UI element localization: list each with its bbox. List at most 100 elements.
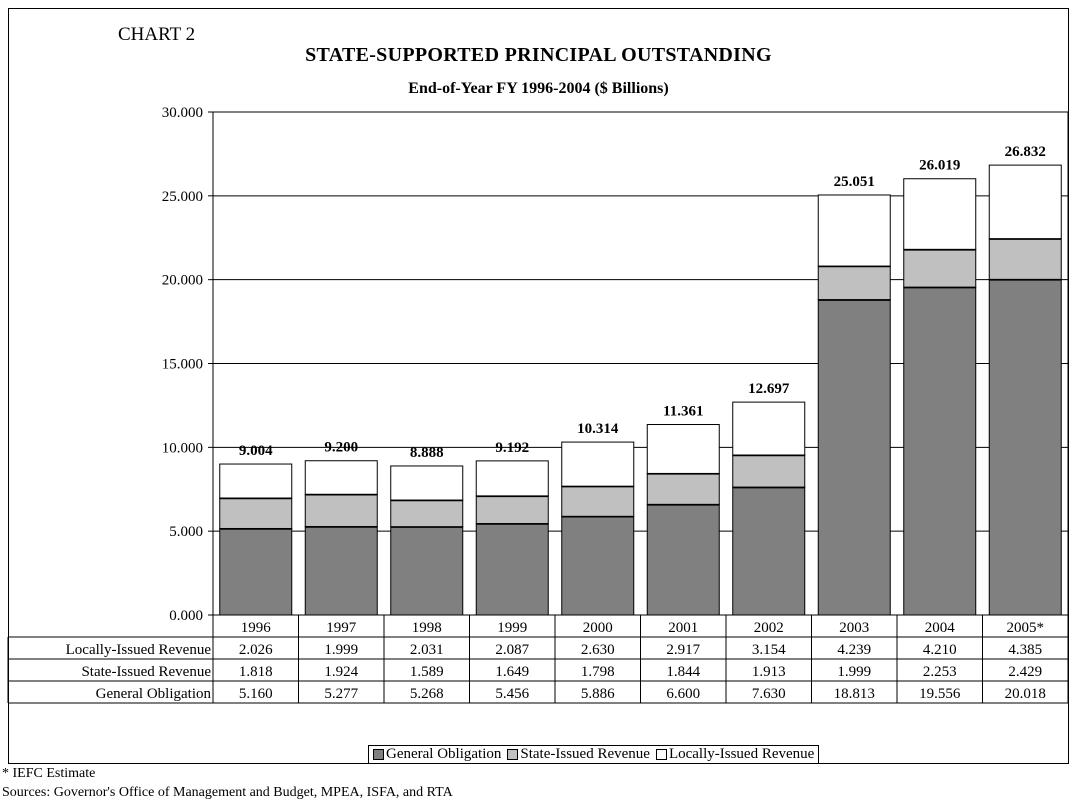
x-tick-label: 2001 bbox=[668, 620, 698, 636]
table-cell-value: 1.844 bbox=[666, 664, 700, 680]
legend-label-state-issued-revenue: State-Issued Revenue bbox=[520, 746, 650, 762]
bar-total-label: 9.004 bbox=[239, 443, 273, 459]
bar-segment-locally-issued-revenue bbox=[304, 460, 378, 495]
table-cell-value: 5.456 bbox=[495, 686, 529, 702]
bar-segment-locally-issued-revenue bbox=[646, 424, 720, 474]
chart-legend: General Obligation State-Issued Revenue … bbox=[368, 745, 820, 764]
table-cell-value: 5.886 bbox=[581, 686, 615, 702]
bar-segment-general-obligation bbox=[219, 527, 293, 616]
x-tick-label: 1998 bbox=[412, 620, 442, 636]
bar-segment-locally-issued-revenue bbox=[732, 401, 806, 456]
legend-item-state-issued-revenue: State-Issued Revenue bbox=[507, 746, 650, 763]
table-cell-value: 1.999 bbox=[837, 664, 871, 680]
bar-segment-general-obligation bbox=[732, 486, 806, 616]
table-cell-value: 1.589 bbox=[410, 664, 444, 680]
legend-item-locally-issued-revenue: Locally-Issued Revenue bbox=[655, 746, 815, 763]
bar-segment-locally-issued-revenue bbox=[988, 164, 1062, 240]
table-cell-value: 5.268 bbox=[410, 686, 444, 702]
bar-segment-state-issued-revenue bbox=[561, 485, 635, 517]
bar-segment-general-obligation bbox=[903, 286, 977, 616]
bar-segment-state-issued-revenue bbox=[988, 238, 1062, 280]
chart-title: STATE-SUPPORTED PRINCIPAL OUTSTANDING bbox=[305, 44, 772, 66]
bar-segment-general-obligation bbox=[817, 299, 891, 616]
table-cell-value: 18.813 bbox=[834, 686, 875, 702]
bar-total-label: 10.314 bbox=[577, 421, 619, 437]
legend-label-locally-issued-revenue: Locally-Issued Revenue bbox=[668, 746, 815, 762]
bar-segment-locally-issued-revenue bbox=[817, 194, 891, 267]
chart-label: CHART 2 bbox=[118, 24, 196, 45]
table-cell-value: 1.798 bbox=[581, 664, 615, 680]
y-tick-label: 15.000 bbox=[162, 357, 203, 373]
x-tick-label: 2004 bbox=[925, 620, 956, 636]
bar-total-label: 12.697 bbox=[748, 381, 790, 397]
legend-swatch-locally-issued-revenue bbox=[655, 749, 667, 760]
bar-segment-locally-issued-revenue bbox=[903, 178, 977, 250]
bar-segment-general-obligation bbox=[561, 515, 635, 616]
x-tick-label: 2005* bbox=[1007, 620, 1045, 636]
table-cell-value: 2.630 bbox=[581, 642, 615, 658]
bar-total-label: 26.019 bbox=[919, 158, 960, 174]
table-cell-value: 2.087 bbox=[495, 642, 529, 658]
legend-swatch-state-issued-revenue bbox=[507, 749, 519, 760]
table-cell-value: 3.154 bbox=[752, 642, 786, 658]
table-cell-value: 2.429 bbox=[1008, 664, 1042, 680]
bar-segment-state-issued-revenue bbox=[475, 495, 549, 525]
bar-segment-locally-issued-revenue bbox=[475, 460, 549, 497]
bar-segment-state-issued-revenue bbox=[817, 265, 891, 301]
x-tick-label: 1997 bbox=[326, 620, 357, 636]
sources-note: Sources: Governor's Office of Management… bbox=[2, 785, 453, 800]
bar-segment-general-obligation bbox=[390, 526, 464, 616]
y-tick-label: 5.000 bbox=[169, 524, 203, 540]
bar-segment-general-obligation bbox=[988, 278, 1062, 616]
bar-total-label: 9.192 bbox=[495, 440, 529, 456]
y-tick-label: 20.000 bbox=[162, 273, 203, 289]
bar-segment-general-obligation bbox=[304, 526, 378, 616]
bar-segment-state-issued-revenue bbox=[646, 472, 720, 505]
bar-total-label: 8.888 bbox=[410, 445, 444, 461]
y-tick-label: 25.000 bbox=[162, 189, 203, 205]
bar-segment-state-issued-revenue bbox=[903, 248, 977, 288]
table-cell-value: 4.239 bbox=[837, 642, 871, 658]
x-tick-label: 2003 bbox=[839, 620, 869, 636]
bar-segment-locally-issued-revenue bbox=[561, 441, 635, 487]
chart-subtitle: End-of-Year FY 1996-2004 ($ Billions) bbox=[408, 80, 669, 97]
table-cell-value: 4.385 bbox=[1008, 642, 1042, 658]
bar-segment-general-obligation bbox=[475, 523, 549, 616]
y-tick-label: 30.000 bbox=[162, 105, 203, 121]
table-cell-value: 5.160 bbox=[239, 686, 273, 702]
table-cell-value: 1.913 bbox=[752, 664, 786, 680]
y-tick-label: 10.000 bbox=[162, 440, 203, 456]
bar-segment-state-issued-revenue bbox=[304, 493, 378, 528]
bar-total-label: 11.361 bbox=[663, 404, 703, 420]
table-cell-value: 7.630 bbox=[752, 686, 786, 702]
table-row-label: Locally-Issued Revenue bbox=[66, 642, 212, 658]
table-cell-value: 1.649 bbox=[495, 664, 529, 680]
table-cell-value: 1.999 bbox=[324, 642, 358, 658]
bar-total-label: 9.200 bbox=[324, 440, 358, 456]
bar-segment-locally-issued-revenue bbox=[390, 465, 464, 501]
x-tick-label: 1996 bbox=[241, 620, 272, 636]
table-cell-value: 2.917 bbox=[666, 642, 700, 658]
table-cell-value: 2.026 bbox=[239, 642, 273, 658]
bar-segment-locally-issued-revenue bbox=[219, 463, 293, 499]
table-cell-value: 1.924 bbox=[324, 664, 358, 680]
table-row-label: General Obligation bbox=[96, 686, 212, 702]
bar-total-label: 25.051 bbox=[834, 174, 875, 190]
table-cell-value: 2.253 bbox=[923, 664, 957, 680]
table-cell-value: 6.600 bbox=[666, 686, 700, 702]
table-row-label: State-Issued Revenue bbox=[81, 664, 211, 680]
table-cell-value: 1.818 bbox=[239, 664, 273, 680]
legend-label-general-obligation: General Obligation bbox=[386, 746, 502, 762]
table-cell-value: 2.031 bbox=[410, 642, 444, 658]
bar-segment-state-issued-revenue bbox=[390, 499, 464, 528]
y-tick-label: 0.000 bbox=[169, 608, 203, 624]
x-tick-label: 2002 bbox=[754, 620, 784, 636]
bar-total-label: 26.832 bbox=[1005, 144, 1046, 160]
legend-swatch-general-obligation bbox=[373, 749, 384, 760]
bar-segment-state-issued-revenue bbox=[219, 497, 293, 529]
footnote: * IEFC Estimate bbox=[2, 766, 96, 781]
x-tick-label: 1999 bbox=[497, 620, 527, 636]
table-cell-value: 19.556 bbox=[919, 686, 961, 702]
table-cell-value: 4.210 bbox=[923, 642, 957, 658]
